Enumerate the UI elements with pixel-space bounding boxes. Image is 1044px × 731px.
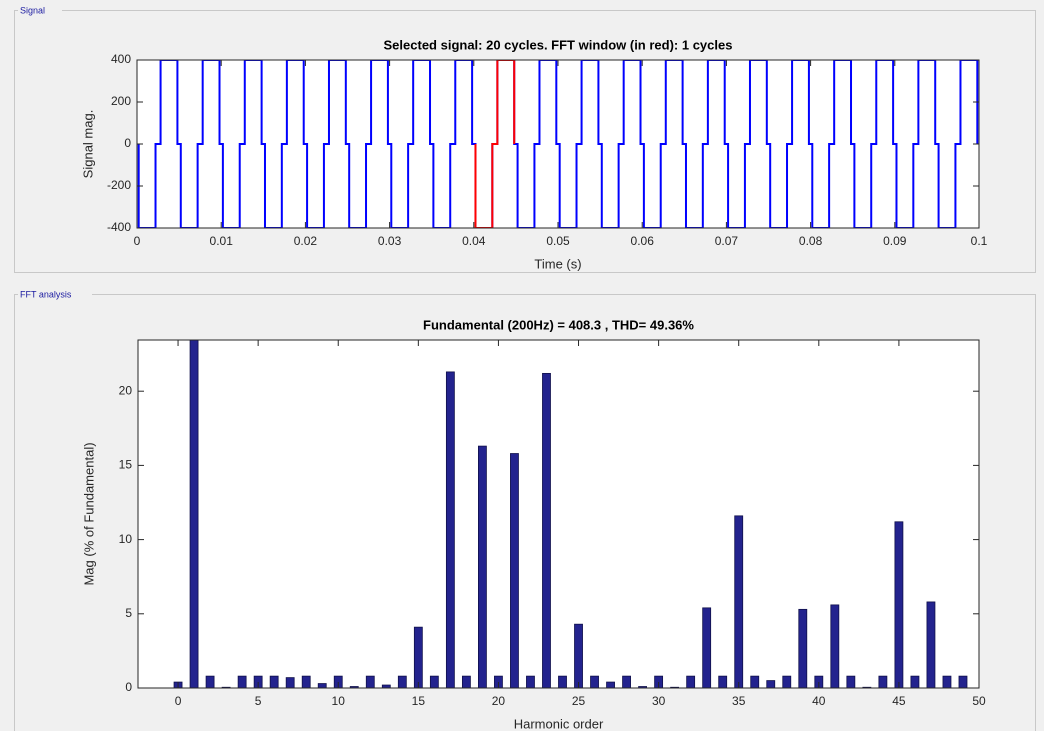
y-tick-label: 15	[119, 458, 133, 472]
x-tick-label: 45	[892, 694, 906, 708]
plot-frame	[137, 339, 980, 689]
y-tick-label: 200	[111, 94, 131, 108]
chart-title: Fundamental (200Hz) = 408.3 , THD= 49.36…	[423, 317, 694, 332]
x-tick-label: 10	[332, 694, 346, 708]
signal-line	[474, 60, 516, 228]
bar	[558, 675, 567, 688]
x-tick-label: 0.02	[294, 234, 318, 248]
y-tick-label: 10	[119, 532, 133, 546]
x-tick-label: 40	[812, 694, 826, 708]
bar	[461, 675, 471, 688]
y-tick-label: 5	[125, 606, 132, 620]
bar	[189, 340, 199, 688]
bar	[205, 675, 215, 688]
bar	[526, 675, 535, 688]
bar	[397, 675, 407, 688]
bar	[958, 675, 968, 688]
y-axis-label: Mag (% of Fundamental)	[81, 442, 96, 585]
x-tick-label: 0.07	[715, 234, 739, 248]
x-tick-label: 0.08	[799, 234, 823, 248]
x-tick-label: 0.03	[378, 234, 402, 248]
signal-panel	[14, 10, 1036, 273]
bar	[702, 607, 712, 688]
bar	[237, 675, 247, 688]
bar	[782, 675, 792, 688]
bar	[734, 515, 744, 688]
y-tick-label: 0	[124, 136, 131, 150]
y-tick-label: 20	[119, 383, 133, 397]
panel-label: Signal	[20, 5, 45, 15]
x-tick-label: 15	[412, 694, 426, 708]
bar	[542, 372, 551, 688]
x-tick-label: 25	[572, 694, 586, 708]
bar	[878, 675, 888, 688]
bar	[445, 371, 455, 688]
bar	[622, 675, 631, 688]
bar	[718, 675, 728, 688]
x-tick-label: 0.1	[971, 234, 988, 248]
x-tick-label: 0.06	[631, 234, 655, 248]
plot-area	[138, 340, 979, 688]
x-tick-label: 30	[652, 694, 666, 708]
x-axis-label: Harmonic order	[514, 716, 604, 731]
x-tick-label: 20	[492, 694, 506, 708]
bar	[285, 677, 295, 688]
fft-panel	[14, 294, 1036, 731]
bar	[926, 601, 936, 688]
plot-frame	[136, 59, 980, 229]
bar	[894, 521, 904, 688]
y-tick-label: 0	[125, 680, 132, 694]
bar	[269, 675, 279, 688]
bar	[478, 445, 487, 688]
bar	[686, 675, 696, 688]
panel-label: FFT analysis	[20, 289, 72, 299]
bar	[606, 681, 615, 688]
x-tick-label: 5	[255, 694, 262, 708]
bar	[766, 680, 776, 688]
bar	[317, 683, 327, 688]
y-tick-label: 400	[111, 52, 131, 66]
bar	[429, 675, 439, 688]
bar	[413, 626, 423, 688]
y-tick-label: -400	[107, 220, 131, 234]
signal-line	[137, 60, 979, 228]
bar	[510, 453, 519, 688]
bar	[590, 675, 599, 688]
panel-label-bg	[18, 289, 92, 300]
bar	[301, 675, 311, 688]
y-axis-label: Signal mag.	[80, 110, 95, 179]
bar	[910, 675, 920, 688]
y-tick-label: -200	[107, 178, 131, 192]
x-tick-label: 0.05	[546, 234, 570, 248]
chart-title: Selected signal: 20 cycles. FFT window (…	[384, 37, 733, 52]
bar	[846, 675, 856, 688]
x-tick-label: 0.09	[883, 234, 907, 248]
x-tick-label: 0.04	[462, 234, 486, 248]
bar	[365, 675, 375, 688]
bar	[574, 623, 583, 688]
bar	[942, 675, 952, 688]
panel-label-bg	[18, 5, 62, 16]
bar	[798, 608, 808, 688]
bar	[830, 604, 840, 688]
x-tick-label: 0	[175, 694, 182, 708]
x-tick-label: 0.01	[210, 234, 234, 248]
x-axis-label: Time (s)	[534, 256, 581, 271]
x-tick-label: 50	[972, 694, 986, 708]
x-tick-label: 0	[134, 234, 141, 248]
bar	[750, 675, 760, 688]
x-tick-label: 35	[732, 694, 746, 708]
